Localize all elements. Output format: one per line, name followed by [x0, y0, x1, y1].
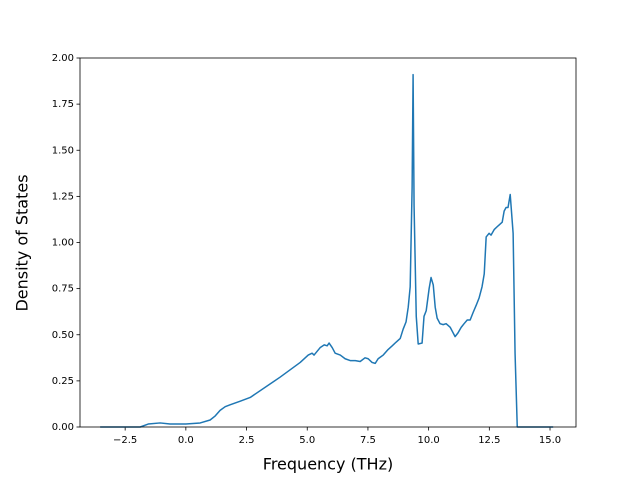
y-tick-label: 1.50 — [52, 145, 74, 156]
x-tick-label: 7.5 — [360, 435, 376, 446]
x-axis-label: Frequency (THz) — [263, 455, 393, 474]
x-tick-label: 15.0 — [539, 435, 561, 446]
y-tick-label: 0.00 — [52, 422, 74, 433]
x-tick-label: 5.0 — [299, 435, 315, 446]
line-series — [100, 73, 554, 428]
y-tick-label: 1.00 — [52, 238, 74, 249]
x-tick-label: 2.5 — [239, 435, 255, 446]
plot-frame — [79, 57, 577, 428]
x-tick-label: 10.0 — [417, 435, 439, 446]
y-tick-label: 0.75 — [52, 284, 74, 295]
y-tick-label: 2.00 — [52, 53, 74, 64]
y-tick-label: 0.25 — [52, 376, 74, 387]
y-tick-label: 1.75 — [52, 99, 74, 110]
x-tick-label: 12.5 — [478, 435, 500, 446]
y-axis-label: Density of States — [13, 174, 32, 311]
x-tick-label: −2.5 — [113, 435, 137, 446]
x-tick-label: 0.0 — [178, 435, 194, 446]
y-tick-label: 0.50 — [52, 330, 74, 341]
y-tick-label: 1.25 — [52, 191, 74, 202]
